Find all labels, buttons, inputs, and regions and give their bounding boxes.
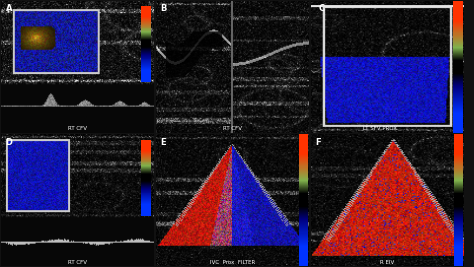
Text: F: F	[316, 139, 321, 147]
Text: C: C	[319, 5, 325, 14]
Text: R EIV: R EIV	[380, 260, 394, 265]
Text: E: E	[161, 139, 166, 147]
Text: RT CFV: RT CFV	[223, 126, 242, 131]
Text: D: D	[6, 139, 12, 147]
Text: B: B	[161, 5, 167, 14]
Text: A: A	[6, 5, 12, 14]
Text: IVC  Prox  FILTER: IVC Prox FILTER	[210, 260, 255, 265]
Text: RT CFV: RT CFV	[68, 126, 87, 131]
Text: RT CFV: RT CFV	[68, 260, 87, 265]
Text: LT SFV PROX: LT SFV PROX	[363, 126, 397, 131]
